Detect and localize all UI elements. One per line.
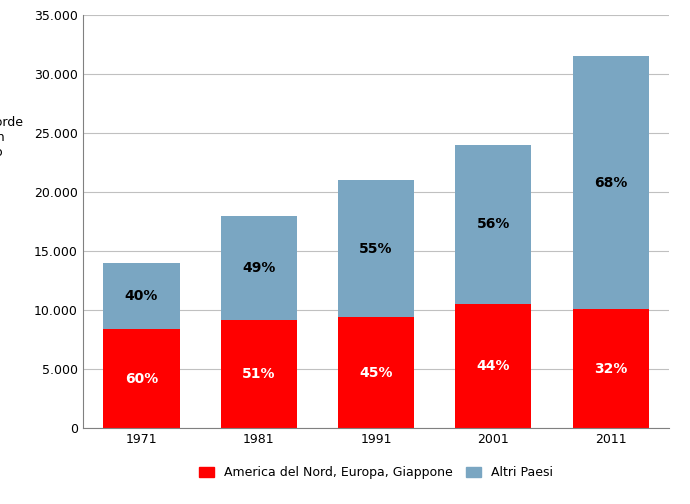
Text: 56%: 56% (477, 217, 510, 231)
Text: Lorde
an
Po
di
p
M: Lorde an Po di p M (0, 116, 24, 204)
Text: 32%: 32% (594, 362, 627, 376)
Bar (104, 329, 179, 428)
Text: 60%: 60% (125, 372, 158, 386)
Text: 40%: 40% (125, 289, 158, 303)
Bar (221, 320, 297, 428)
Bar (573, 56, 649, 309)
Text: 49%: 49% (242, 261, 275, 275)
Legend: America del Nord, Europa, Giappone, Altri Paesi: America del Nord, Europa, Giappone, Altr… (195, 461, 558, 484)
Text: 68%: 68% (594, 176, 627, 190)
Text: 44%: 44% (477, 359, 510, 373)
Bar (338, 317, 414, 428)
Bar (338, 180, 414, 317)
Bar (455, 145, 531, 304)
Text: 55%: 55% (359, 241, 393, 256)
Bar (104, 263, 179, 329)
Text: 45%: 45% (359, 365, 393, 380)
Bar (573, 309, 649, 428)
Bar (221, 216, 297, 320)
Text: 51%: 51% (242, 367, 275, 381)
Bar (455, 304, 531, 428)
